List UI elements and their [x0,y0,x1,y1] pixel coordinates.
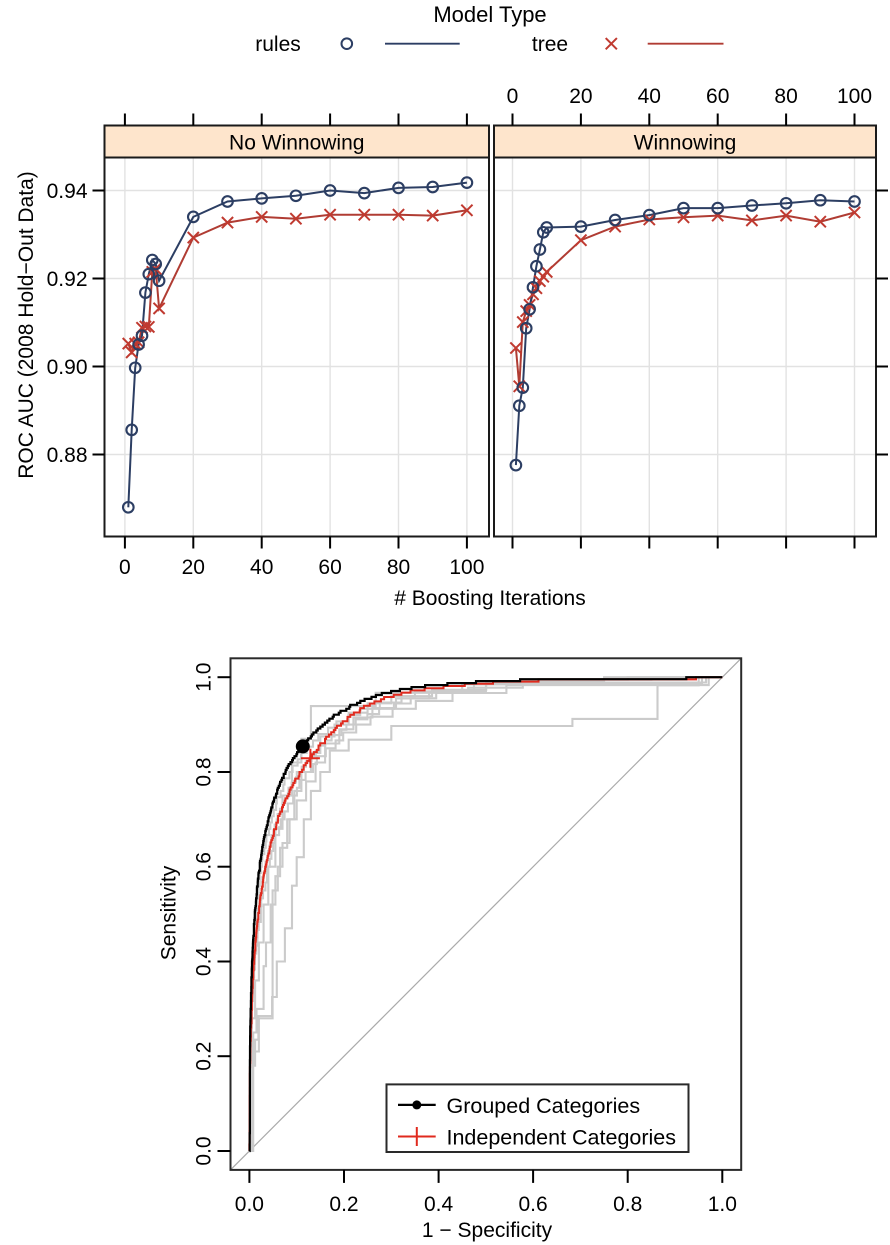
svg-text:0.90: 0.90 [47,356,88,379]
svg-text:ROC AUC (2008 Hold−Out Data): ROC AUC (2008 Hold−Out Data) [15,171,38,479]
svg-text:40: 40 [638,85,661,108]
svg-text:80: 80 [387,556,410,579]
svg-text:1.0: 1.0 [193,663,216,692]
svg-text:100: 100 [449,556,484,579]
svg-text:0.88: 0.88 [47,444,88,467]
svg-text:# Boosting Iterations: # Boosting Iterations [394,587,585,610]
svg-text:Winnowing: Winnowing [634,132,737,155]
svg-text:Model Type: Model Type [433,2,546,27]
svg-text:0.94: 0.94 [47,180,88,203]
svg-text:0.2: 0.2 [329,1193,358,1216]
svg-text:0: 0 [119,556,131,579]
svg-text:tree: tree [532,33,568,56]
svg-text:0.2: 0.2 [193,1042,216,1071]
svg-text:0.92: 0.92 [47,268,88,291]
svg-text:0.0: 0.0 [193,1136,216,1165]
svg-text:1 − Specificity: 1 − Specificity [422,1219,553,1242]
svg-text:0: 0 [507,85,519,108]
svg-text:20: 20 [569,85,592,108]
svg-text:60: 60 [318,556,341,579]
svg-text:40: 40 [250,556,273,579]
svg-text:100: 100 [837,85,872,108]
svg-text:60: 60 [706,85,729,108]
svg-text:Grouped Categories: Grouped Categories [447,1094,641,1118]
svg-text:0.6: 0.6 [518,1193,547,1216]
svg-text:rules: rules [255,33,301,56]
svg-text:0.4: 0.4 [424,1193,454,1216]
svg-text:0.8: 0.8 [193,757,216,786]
svg-text:1.0: 1.0 [708,1193,737,1216]
svg-text:Sensitivity: Sensitivity [158,865,181,960]
svg-text:0.6: 0.6 [193,852,216,881]
svg-text:Independent Categories: Independent Categories [447,1126,677,1150]
svg-text:No Winnowing: No Winnowing [229,132,364,155]
svg-text:0.8: 0.8 [613,1193,642,1216]
svg-text:0.4: 0.4 [193,947,216,977]
svg-text:0.0: 0.0 [235,1193,264,1216]
svg-text:80: 80 [774,85,797,108]
svg-text:20: 20 [182,556,205,579]
